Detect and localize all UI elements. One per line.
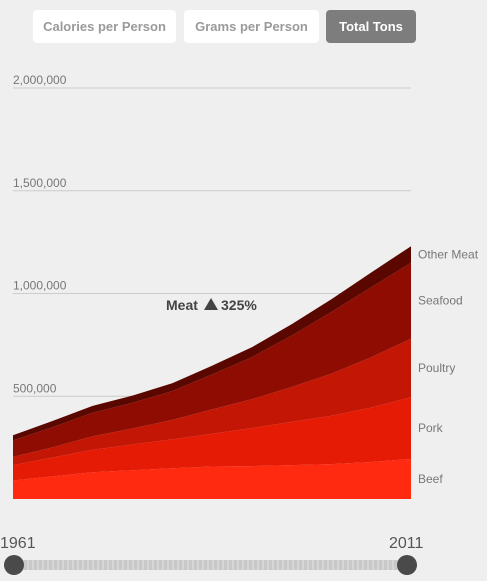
series-label-pork: Pork: [418, 421, 444, 435]
timeline-end-year: 2011: [389, 535, 424, 552]
timeline-end-handle[interactable]: [397, 555, 417, 575]
annotation-change: 325%: [221, 297, 257, 313]
series-label-poultry: Poultry: [418, 361, 455, 375]
annotation-label: Meat: [166, 297, 198, 313]
series-label-other-meat: Other Meat: [418, 247, 479, 261]
area-poultry[interactable]: [13, 338, 411, 466]
area-pork[interactable]: [13, 397, 411, 481]
series-label-beef: Beef: [418, 472, 443, 486]
growth-annotation: Meat 325%: [166, 297, 257, 313]
year-timeline: 1961 2011: [0, 530, 487, 581]
series-label-seafood: Seafood: [418, 294, 463, 308]
area-other-meat[interactable]: [13, 246, 411, 441]
tab-calories-per-person[interactable]: Calories per Person: [33, 10, 176, 43]
timeline-start-year: 1961: [0, 535, 36, 552]
y-tick-label: 1,500,000: [13, 176, 67, 190]
y-tick-label: 2,000,000: [13, 73, 67, 87]
tab-grams-per-person[interactable]: Grams per Person: [184, 10, 319, 43]
triangle-up-icon: [204, 298, 218, 310]
area-beef[interactable]: [13, 458, 411, 499]
area-seafood[interactable]: [13, 262, 411, 457]
tab-total-tons[interactable]: Total Tons: [326, 10, 416, 43]
y-tick-label: 1,000,000: [13, 279, 67, 293]
timeline-start-handle[interactable]: [4, 555, 24, 575]
timeline-track[interactable]: [14, 560, 407, 570]
y-tick-label: 500,000: [13, 381, 57, 395]
